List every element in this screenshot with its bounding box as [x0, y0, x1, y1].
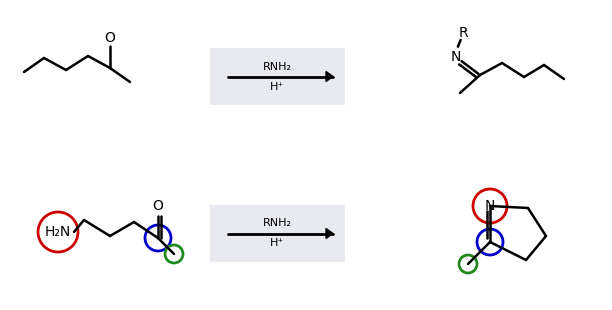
Text: O: O — [105, 31, 116, 45]
Bar — [210, 48, 345, 105]
Text: H⁺: H⁺ — [271, 238, 285, 249]
Text: RNH₂: RNH₂ — [263, 219, 292, 228]
Polygon shape — [326, 228, 333, 238]
Bar — [210, 205, 345, 262]
Text: R: R — [458, 26, 468, 40]
Text: RNH₂: RNH₂ — [263, 61, 292, 72]
Polygon shape — [326, 72, 333, 82]
Text: H⁺: H⁺ — [271, 82, 285, 91]
Text: O: O — [152, 199, 163, 213]
Text: H₂N: H₂N — [45, 225, 71, 239]
Text: N: N — [451, 50, 461, 64]
Text: N: N — [485, 199, 495, 213]
